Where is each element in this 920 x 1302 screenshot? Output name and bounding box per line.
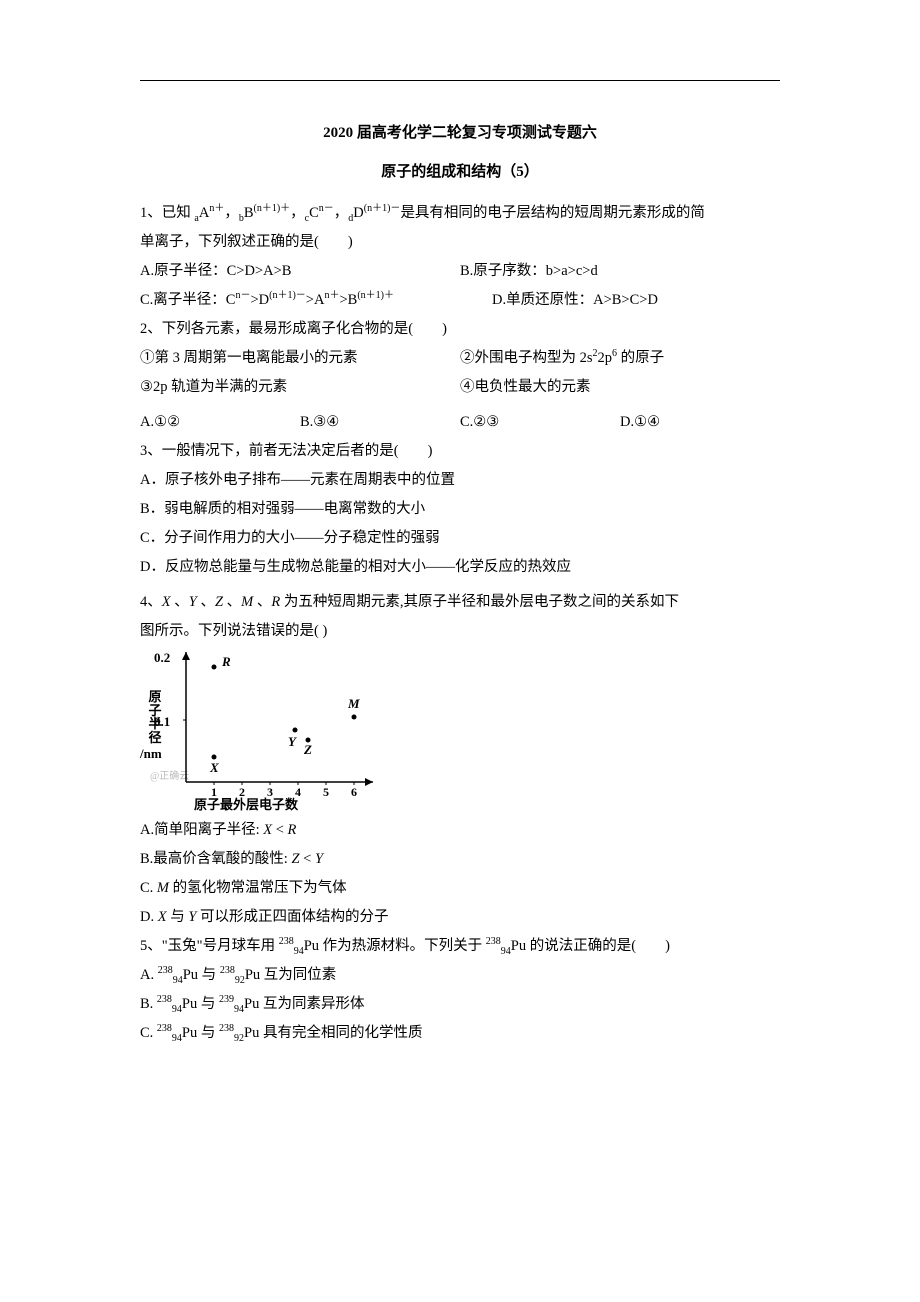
- q2-i1: ①第 3 周期第一电离能最小的元素: [140, 344, 460, 373]
- q4-optA: A.简单阳离子半径: X < R: [140, 816, 780, 845]
- q3-B: B．弱电解质的相对强弱——电离常数的大小: [140, 495, 780, 524]
- q1-optB: B.原子序数：b>a>c>d: [460, 257, 780, 286]
- svg-text:R: R: [221, 654, 231, 669]
- q1-optC: C.离子半径：Cn－>D(n＋1)－>An＋>B(n＋1)＋: [140, 286, 492, 315]
- q2-items2: ③2p 轨道为半满的元素 ④电负性最大的元素: [140, 373, 780, 402]
- y-axis-label: 原子半径: [140, 690, 170, 745]
- q5-B: B. 23894Pu 与 23994Pu 互为同素异形体: [140, 990, 780, 1019]
- q1-stem-b: 是具有相同的电子层结构的短周期元素形成的简: [400, 205, 705, 221]
- svg-text:M: M: [347, 696, 360, 711]
- svg-text:Y: Y: [288, 734, 297, 749]
- svg-text:6: 6: [351, 785, 357, 797]
- q3-C: C．分子间作用力的大小——分子稳定性的强弱: [140, 524, 780, 553]
- svg-text:X: X: [209, 760, 219, 775]
- q4-stem-line2: 图所示。下列说法错误的是( ): [140, 617, 780, 646]
- q1-optD: D.单质还原性：A>B>C>D: [492, 286, 780, 315]
- ytick-02: 0.2: [154, 650, 170, 666]
- svg-text:5: 5: [323, 785, 329, 797]
- exam-page: 2020 届高考化学二轮复习专项测试专题六 原子的组成和结构（5） 1、已知 a…: [0, 0, 920, 1302]
- q4-optC: C. M 的氢化物常温常压下为气体: [140, 874, 780, 903]
- q3-A: A．原子核外电子排布——元素在周期表中的位置: [140, 466, 780, 495]
- q4-stem-a: 4、: [140, 594, 162, 610]
- q2-i4: ④电负性最大的元素: [460, 373, 780, 402]
- q4-stem: 4、X 、Y 、Z 、M 、R 为五种短周期元素,其原子半径和最外层电子数之间的…: [140, 588, 780, 617]
- chart-svg: 1 2 3 4 5 6 R X Y Z M: [178, 652, 378, 797]
- q2-i3: ③2p 轨道为半满的元素: [140, 373, 460, 402]
- q3-stem: 3、一般情况下，前者无法决定后者的是( ): [140, 437, 780, 466]
- q4-optD: D. X 与 Y 可以形成正四面体结构的分子: [140, 903, 780, 932]
- q1-stem: 1、已知 aAn＋，bB(n＋1)＋，cCn－，dD(n＋1)－是具有相同的电子…: [140, 199, 780, 228]
- q1-row2: C.离子半径：Cn－>D(n＋1)－>An＋>B(n＋1)＋ D.单质还原性：A…: [140, 286, 780, 315]
- q2-opts: A.①② B.③④ C.②③ D.①④: [140, 408, 780, 437]
- q1-row1: A.原子半径：C>D>A>B B.原子序数：b>a>c>d: [140, 257, 780, 286]
- q5-A: A. 23894Pu 与 23892Pu 互为同位素: [140, 961, 780, 990]
- q1-optA: A.原子半径：C>D>A>B: [140, 257, 460, 286]
- top-rule: [140, 80, 780, 81]
- page-title: 2020 届高考化学二轮复习专项测试专题六: [140, 121, 780, 142]
- q4-stem-b: 为五种短周期元素,其原子半径和最外层电子数之间的关系如下: [280, 594, 679, 610]
- q2-optC: C.②③: [460, 408, 620, 437]
- q5-C: C. 23894Pu 与 23892Pu 具有完全相同的化学性质: [140, 1019, 780, 1048]
- y-axis-unit: /nm: [140, 746, 162, 762]
- q2-i2: ②外围电子构型为 2s22p6 的原子: [460, 344, 780, 373]
- q1-stem-a: 1、已知: [140, 205, 194, 221]
- q2-items1: ①第 3 周期第一电离能最小的元素 ②外围电子构型为 2s22p6 的原子: [140, 344, 780, 373]
- q2-stem: 2、下列各元素，最易形成离子化合物的是( ): [140, 315, 780, 344]
- q2-optA: A.①②: [140, 408, 300, 437]
- q2-optD: D.①④: [620, 408, 780, 437]
- scatter-chart: 0.2 0.1 原子半径 /nm @正确云 1 2 3: [144, 652, 374, 812]
- q1-stem-line2: 单离子，下列叙述正确的是( ): [140, 228, 780, 257]
- q4-optB: B.最高价含氧酸的酸性: Z < Y: [140, 845, 780, 874]
- q3-D: D．反应物总能量与生成物总能量的相对大小——化学反应的热效应: [140, 553, 780, 582]
- x-axis-label: 原子最外层电子数: [194, 794, 298, 813]
- page-subtitle: 原子的组成和结构（5）: [140, 160, 780, 181]
- q5-stem: 5、"玉兔"号月球车用 23894Pu 作为热源材料。下列关于 23894Pu …: [140, 932, 780, 961]
- svg-text:Z: Z: [303, 742, 312, 757]
- q2-optB: B.③④: [300, 408, 460, 437]
